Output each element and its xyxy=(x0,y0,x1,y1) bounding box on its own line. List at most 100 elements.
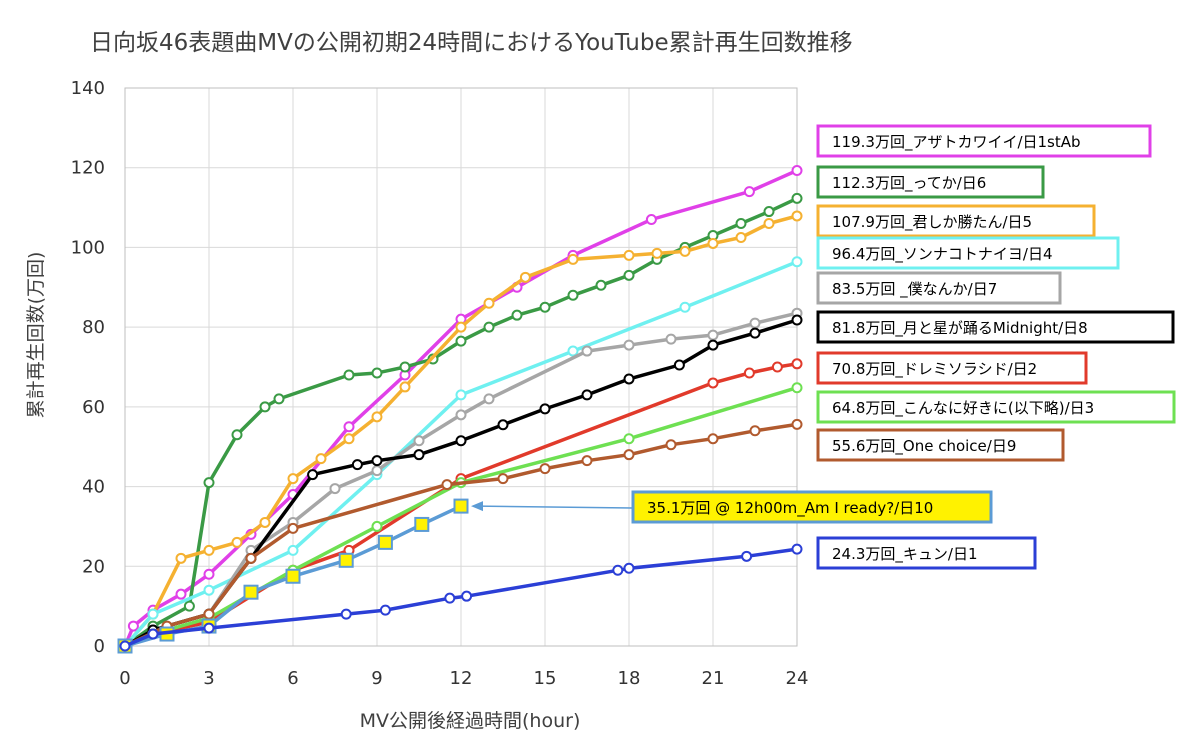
data-point xyxy=(612,564,624,576)
data-point xyxy=(581,345,593,357)
data-point xyxy=(623,373,635,385)
legend-label: 35.1万回 @ 12h00m_Am I ready?/日10 xyxy=(647,499,933,518)
data-point xyxy=(351,459,363,471)
legend-item: 35.1万回 @ 12h00m_Am I ready?/日10 xyxy=(631,490,993,524)
data-point xyxy=(651,247,663,259)
data-point xyxy=(203,608,215,620)
data-point xyxy=(453,498,469,514)
data-point xyxy=(679,301,691,313)
legend-item: 83.5万回 _僕なんか/日7 xyxy=(816,271,1062,305)
y-tick-label: 100 xyxy=(71,237,105,258)
data-point xyxy=(371,411,383,423)
data-point xyxy=(539,301,551,313)
data-point xyxy=(147,628,159,640)
y-tick-label: 60 xyxy=(82,397,105,418)
data-point xyxy=(175,552,187,564)
legend-label: 70.8万回_ドレミソラシド/日2 xyxy=(832,360,1037,379)
data-point xyxy=(567,345,579,357)
data-point xyxy=(623,562,635,574)
data-point xyxy=(595,279,607,291)
data-point xyxy=(343,369,355,381)
y-tick-label: 0 xyxy=(94,636,105,657)
x-tick-label: 15 xyxy=(534,668,557,689)
data-point xyxy=(791,192,803,204)
data-point xyxy=(203,477,215,489)
data-point xyxy=(623,339,635,351)
data-point xyxy=(707,339,719,351)
data-point xyxy=(259,401,271,413)
legend-box xyxy=(816,310,1175,344)
data-point xyxy=(119,640,131,652)
data-point xyxy=(679,245,691,257)
legend-box xyxy=(816,271,1062,305)
data-point xyxy=(243,584,259,600)
series-lines xyxy=(117,165,803,654)
data-point xyxy=(183,600,195,612)
legend-label: 55.6万回_One choice/日9 xyxy=(832,437,1016,456)
data-point xyxy=(338,552,354,568)
data-point xyxy=(771,361,783,373)
chart-title: 日向坂46表題曲MVの公開初期24時間におけるYouTube累計再生回数推移 xyxy=(90,30,853,56)
y-tick-label: 40 xyxy=(82,477,105,498)
data-point xyxy=(791,543,803,555)
data-point xyxy=(287,473,299,485)
data-point xyxy=(231,429,243,441)
data-point xyxy=(735,218,747,230)
legend-item: 64.8万回_こんなに好きに(以下略)/日3 xyxy=(816,390,1176,424)
legend-item: 81.8万回_月と星が踊るMidnight/日8 xyxy=(816,310,1175,344)
data-point xyxy=(371,465,383,477)
data-point xyxy=(511,309,523,321)
data-point xyxy=(567,253,579,265)
data-point xyxy=(343,421,355,433)
legend-label: 96.4万回_ソンナコトナイヨ/日4 xyxy=(832,245,1053,264)
data-point xyxy=(127,620,139,632)
data-point xyxy=(623,433,635,445)
data-point xyxy=(329,483,341,495)
series-line xyxy=(124,311,798,648)
series-group xyxy=(119,165,803,652)
data-point xyxy=(371,367,383,379)
data-point xyxy=(707,433,719,445)
data-point xyxy=(413,449,425,461)
y-axis-title: 累計再生回数(万回) xyxy=(25,252,47,419)
legend-box xyxy=(816,204,1096,238)
data-point xyxy=(749,317,761,329)
data-point xyxy=(414,516,430,532)
data-point xyxy=(399,381,411,393)
data-point xyxy=(707,377,719,389)
data-point xyxy=(259,516,271,528)
data-point xyxy=(203,568,215,580)
legend-box xyxy=(816,428,1065,462)
data-point xyxy=(483,321,495,333)
legend-box xyxy=(816,390,1176,424)
legend-box xyxy=(816,124,1152,158)
legend-item: 112.3万回_ってか/日6 xyxy=(816,165,1045,199)
data-point xyxy=(743,186,755,198)
series-line xyxy=(124,422,798,648)
data-point xyxy=(791,358,803,370)
data-point xyxy=(539,403,551,415)
data-point xyxy=(455,389,467,401)
legend-label: 107.9万回_君しか勝たん/日5 xyxy=(832,213,1032,232)
data-point xyxy=(315,453,327,465)
data-point xyxy=(673,359,685,371)
data-point xyxy=(665,439,677,451)
data-point xyxy=(285,568,301,584)
data-point xyxy=(147,608,159,620)
legend-item: 107.9万回_君しか勝たん/日5 xyxy=(816,204,1096,238)
data-point xyxy=(791,256,803,268)
x-tick-label: 0 xyxy=(119,668,130,689)
data-point xyxy=(203,584,215,596)
x-axis-title: MV公開後経過時間(hour) xyxy=(360,710,581,732)
axes: 0 3 6 9 12 15 18 21 24 0 20 40 60 80 100 120 140 xyxy=(71,78,809,689)
legend-label: 112.3万回_ってか/日6 xyxy=(832,174,986,193)
data-point xyxy=(377,534,393,550)
data-point xyxy=(287,544,299,556)
legend-box xyxy=(816,165,1045,199)
data-point xyxy=(791,418,803,430)
legend-box xyxy=(816,236,1120,270)
data-point xyxy=(399,361,411,373)
data-point xyxy=(455,321,467,333)
data-point xyxy=(749,327,761,339)
